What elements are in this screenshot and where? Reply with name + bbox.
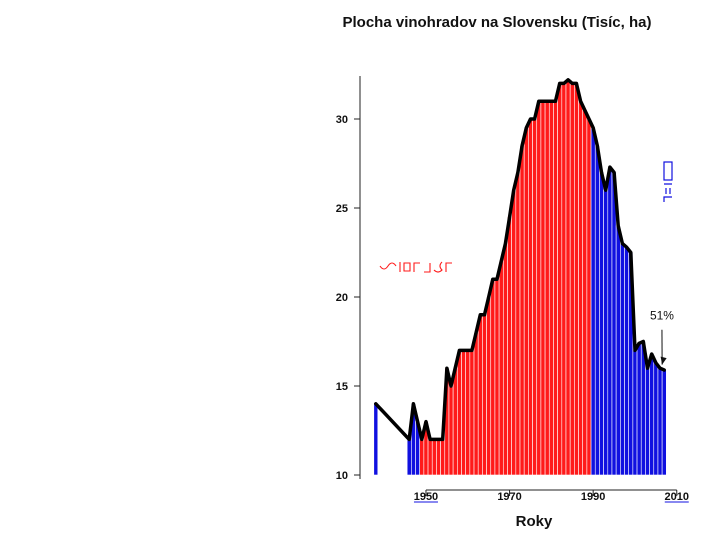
rotated-red-glyphs [379, 261, 452, 273]
axes-layer [359, 76, 677, 491]
annotation-arrowhead-0 [660, 356, 667, 365]
bar-1982 [557, 83, 563, 476]
bar-1983 [561, 83, 567, 476]
bar-2006 [657, 367, 663, 476]
bar-1979 [544, 100, 550, 476]
bar-1989 [586, 118, 592, 476]
bar-1963 [477, 314, 483, 476]
bar-1974 [523, 127, 529, 476]
bar-1981 [553, 100, 558, 476]
y-tick-label-25: 25 [336, 203, 348, 215]
x-tick-label-2010: 2010 [665, 491, 689, 503]
bar-1977 [536, 100, 542, 476]
bar-2005 [653, 362, 659, 476]
x-tick-label-1970: 1970 [497, 491, 521, 503]
bar-1997 [620, 243, 625, 476]
bar-1975 [528, 118, 533, 476]
bar-2004 [649, 353, 655, 476]
bar-1966 [490, 278, 496, 476]
bar-1951 [427, 439, 433, 476]
bar-1976 [532, 118, 538, 476]
bar-1986 [574, 83, 579, 476]
bar-2000 [632, 350, 638, 476]
bar-1968 [498, 261, 504, 476]
bar-1995 [611, 172, 617, 476]
y-tick-label-30: 30 [336, 114, 348, 126]
annotation-text-0: 51% [650, 309, 674, 323]
bar-1970 [507, 216, 512, 476]
bar-1973 [519, 145, 525, 476]
annotations-layer: 51% [650, 309, 674, 365]
bar-1980 [548, 100, 554, 476]
bar-1992 [599, 172, 604, 476]
y-tick-label-10: 10 [336, 470, 348, 482]
bar-1993 [603, 189, 609, 476]
outline-layer [374, 78, 666, 442]
y-tick-label-15: 15 [336, 381, 348, 393]
bar-1953 [436, 439, 441, 476]
x-tick-label-1950: 1950 [414, 491, 438, 503]
bar-1959 [461, 350, 466, 476]
bar-1996 [615, 225, 621, 476]
bar-1960 [465, 350, 471, 476]
bar-1988 [582, 109, 588, 476]
bar-1969 [502, 243, 508, 476]
series-outline-line [374, 78, 666, 442]
bar-1946 [406, 439, 412, 476]
bar-1938 [373, 403, 379, 476]
bar-1985 [569, 83, 575, 476]
bar-1964 [482, 314, 487, 476]
bar-1949 [419, 439, 425, 476]
bar-1965 [486, 296, 492, 476]
bar-1956 [448, 385, 454, 476]
bar-1957 [452, 367, 458, 476]
ticks-layer: 10 15 20 25 30 1950 1970 1990 2010 [336, 114, 689, 503]
bar-1994 [607, 166, 613, 476]
bar-1962 [473, 332, 479, 476]
bar-1967 [494, 278, 500, 476]
bar-1952 [431, 439, 437, 476]
bar-1998 [624, 246, 629, 476]
bar-1954 [440, 439, 446, 476]
bar-2001 [636, 342, 642, 476]
x-tick-label-1990: 1990 [581, 491, 605, 503]
bar-1991 [594, 145, 600, 476]
bar-1972 [515, 172, 521, 476]
bar-1961 [469, 350, 475, 476]
rotated-blue-glyphs [663, 161, 673, 202]
bar-1987 [578, 100, 584, 476]
bar-2007 [661, 369, 667, 476]
bar-1958 [457, 350, 462, 476]
bar-1971 [511, 189, 517, 476]
x-axis-title: Roky [516, 513, 553, 530]
bar-1984 [565, 79, 571, 476]
y-tick-label-20: 20 [336, 292, 348, 304]
bar-1978 [540, 100, 546, 476]
bar-2003 [645, 367, 650, 476]
bar-1990 [590, 127, 596, 476]
chart-title: Plocha vinohradov na Slovensku (Tisíc, h… [343, 14, 652, 31]
